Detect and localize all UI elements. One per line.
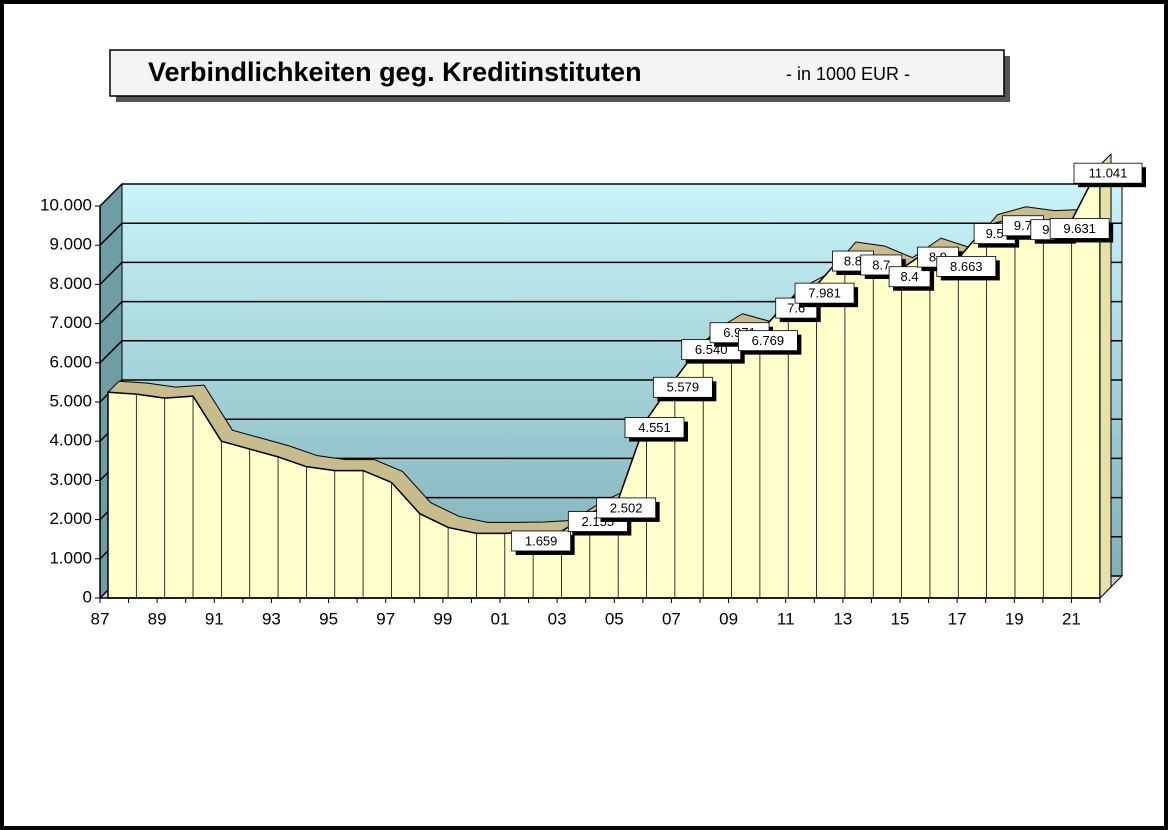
chart-subtitle: - in 1000 EUR -	[786, 64, 910, 84]
data-label: 11.041	[1089, 166, 1128, 181]
y-tick-label: 3.000	[49, 470, 92, 489]
area-side	[1099, 152, 1112, 600]
data-label: 9.7	[1014, 218, 1032, 233]
y-tick-label: 0	[83, 587, 92, 606]
y-tick-label: 9.000	[49, 235, 92, 254]
x-tick-label: 89	[148, 609, 167, 628]
x-tick-label: 87	[91, 609, 110, 628]
grid-line	[99, 261, 123, 285]
x-tick-label: 11	[777, 609, 795, 628]
x-tick-label: 95	[319, 609, 338, 628]
grid-line	[99, 222, 123, 246]
label-box	[936, 256, 997, 277]
data-label: 5.579	[667, 380, 700, 395]
x-tick-label: 01	[491, 609, 510, 628]
y-tick-label: 10.000	[40, 195, 92, 214]
label-box	[596, 497, 657, 519]
x-tick-label: 15	[891, 609, 910, 628]
label-box	[737, 330, 798, 352]
x-tick-label: 19	[1005, 609, 1024, 628]
y-tick-label: 8.000	[49, 274, 92, 293]
label-box	[1073, 162, 1143, 184]
data-label: 4.551	[638, 420, 671, 435]
y-tick-label: 4.000	[49, 431, 92, 450]
y-tick-label: 6.000	[49, 352, 92, 371]
data-label: 2.502	[610, 500, 643, 515]
x-tick-label: 13	[833, 609, 852, 628]
data-label: 8.663	[950, 259, 983, 274]
label-box	[624, 417, 685, 439]
grid-line	[99, 183, 123, 207]
x-tick-label: 97	[376, 609, 395, 628]
x-tick-label: 07	[662, 609, 681, 628]
label-box	[1049, 218, 1110, 239]
y-tick-label: 2.000	[49, 509, 92, 528]
grid-line	[99, 340, 123, 364]
x-tick-label: 17	[948, 609, 967, 628]
chart-title: Verbindlichkeiten geg. Kreditinstituten	[148, 57, 642, 87]
y-tick-label: 5.000	[49, 391, 92, 410]
x-tick-label: 05	[605, 609, 624, 628]
data-label: 9.631	[1063, 221, 1096, 236]
grid-line	[99, 301, 123, 325]
y-tick-label: 7.000	[49, 313, 92, 332]
x-tick-label: 03	[548, 609, 567, 628]
data-label: 9.5	[986, 226, 1004, 241]
data-label: 8.7	[872, 257, 890, 272]
label-box	[652, 376, 713, 398]
x-tick-label: 91	[205, 609, 224, 628]
label-box	[794, 282, 855, 304]
x-tick-label: 09	[719, 609, 738, 628]
data-label: 7.981	[808, 286, 841, 301]
title-box	[109, 49, 1005, 97]
label-box	[888, 266, 931, 288]
data-label: 8.4	[901, 269, 919, 284]
data-label: 6.769	[752, 333, 785, 348]
x-tick-label: 21	[1062, 609, 1081, 628]
data-label: 8.8	[844, 253, 862, 268]
label-box	[511, 530, 572, 552]
x-tick-label: 93	[262, 609, 281, 628]
data-label: 1.659	[525, 533, 558, 548]
x-tick-label: 99	[433, 609, 452, 628]
y-tick-label: 1.000	[49, 548, 92, 567]
